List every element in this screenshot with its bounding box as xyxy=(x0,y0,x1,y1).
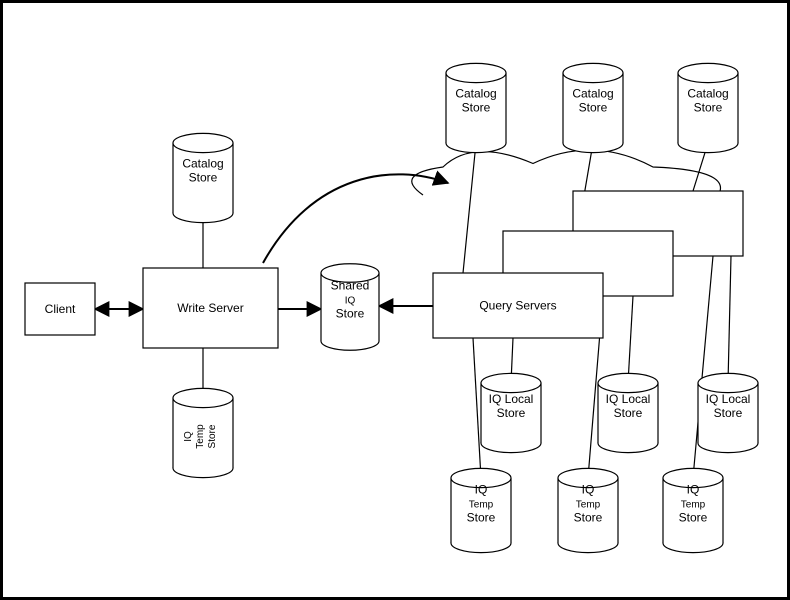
iqlocal_1-top xyxy=(481,373,541,392)
iqlocal_3-top xyxy=(698,373,758,392)
client-label: Client xyxy=(45,302,76,316)
shared_iq-label-1: IQ xyxy=(345,296,356,307)
temp_left-label-0: IQ xyxy=(183,431,194,442)
iqlocal_1-label-1: Store xyxy=(497,406,526,420)
temp_r3-label-1: Temp xyxy=(681,499,706,510)
temp_left-label-2: Store xyxy=(207,424,218,448)
iqlocal_1-label-0: IQ Local xyxy=(489,392,534,406)
edge-catalog_r1-qs_front xyxy=(463,143,476,273)
shared_iq-label-2: Store xyxy=(336,307,365,321)
catalog_left-top xyxy=(173,133,233,152)
temp_r1-label-0: IQ xyxy=(475,482,488,496)
iqlocal_2-label-0: IQ Local xyxy=(606,392,651,406)
catalog_r2-label-0: Catalog xyxy=(572,87,613,101)
catalog_left-label-0: Catalog xyxy=(182,157,223,171)
temp_r2-label-2: Store xyxy=(574,510,603,524)
iqlocal_3-label-0: IQ Local xyxy=(706,392,751,406)
shared_iq-label-0: Shared xyxy=(331,279,370,293)
catalog_r3-label-0: Catalog xyxy=(687,87,728,101)
iqlocal_2-label-1: Store xyxy=(614,406,643,420)
temp_r3-label-0: IQ xyxy=(687,482,700,496)
catalog_r2-label-1: Store xyxy=(579,101,608,115)
temp_r2-label-0: IQ xyxy=(582,482,595,496)
iqlocal_3-label-1: Store xyxy=(714,406,743,420)
temp_r2-label-1: Temp xyxy=(576,499,601,510)
write_server-label: Write Server xyxy=(177,301,243,315)
catalog_r2-top xyxy=(563,63,623,82)
catalog_r3-top xyxy=(678,63,738,82)
temp_left-label-1: Temp xyxy=(195,424,206,449)
edge-qs_front-temp_r1 xyxy=(473,338,481,478)
temp_r3-label-2: Store xyxy=(679,510,708,524)
catalog_r1-label-0: Catalog xyxy=(455,87,496,101)
iqlocal_2-top xyxy=(598,373,658,392)
catalog_r3-label-1: Store xyxy=(694,101,723,115)
curved-arrow xyxy=(263,174,448,263)
temp_r1-label-2: Store xyxy=(467,510,496,524)
catalog_r1-top xyxy=(446,63,506,82)
temp_left-top xyxy=(173,388,233,407)
temp_r1-label-1: Temp xyxy=(469,499,494,510)
edge-qs_mid-iqlocal_2 xyxy=(628,296,633,383)
qs_front-label: Query Servers xyxy=(479,299,556,313)
edge-qs_back-iqlocal_3 xyxy=(728,256,731,383)
catalog_r1-label-1: Store xyxy=(462,101,491,115)
diagram-canvas: Query ServersClientWrite ServerSharedIQS… xyxy=(0,0,790,600)
diagram-svg: Query ServersClientWrite ServerSharedIQS… xyxy=(3,3,787,597)
catalog_left-label-1: Store xyxy=(189,171,218,185)
